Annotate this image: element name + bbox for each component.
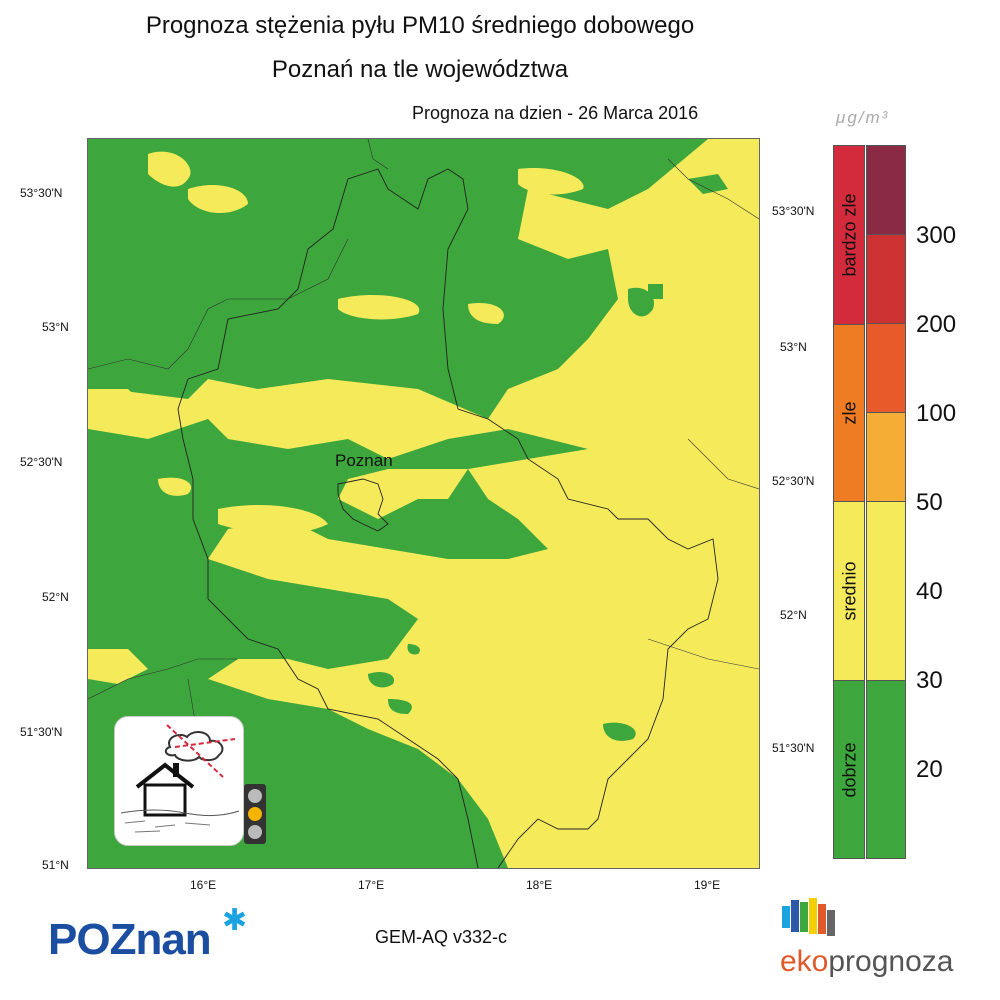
ekoprognoza-bars-icon (782, 898, 842, 943)
legend-category-average (833, 501, 865, 681)
legend-level: 30 (916, 667, 943, 694)
legend-category-label: bardzo zle (839, 193, 860, 277)
lon-tick: 19°E (694, 878, 721, 892)
legend-swatch (866, 234, 906, 324)
ekoprognoza-logo: ekoprognoza (780, 945, 954, 978)
asterisk-icon: ✱ (222, 904, 248, 937)
legend-level: 200 (916, 311, 957, 338)
lat-tick-left: 52°N (42, 590, 69, 604)
lat-tick-left: 52°30'N (20, 455, 63, 469)
lat-tick-left: 51°N (42, 858, 69, 872)
lon-tick: 16°E (190, 878, 217, 892)
legend-level: 40 (916, 578, 943, 605)
pollution-map-svg (88, 139, 759, 868)
legend-category-very-bad (833, 145, 865, 325)
map-subtitle: Poznań na tle województwa (271, 56, 569, 83)
lat-tick-left: 53°N (42, 320, 69, 334)
smog-house-icon (114, 716, 244, 846)
legend-level: 100 (916, 400, 957, 427)
lat-tick-left: 53°30'N (20, 186, 63, 200)
average-zone (88, 139, 759, 868)
lon-tick: 18°E (526, 878, 553, 892)
legend-swatch (866, 323, 906, 413)
legend-category-good (833, 680, 865, 859)
legend-swatch (866, 145, 906, 235)
legend-category-label: srednio (839, 561, 860, 621)
lat-tick-right: 52°30'N (772, 474, 815, 488)
lat-tick-right: 51°30'N (772, 741, 815, 755)
poznan-logo: POZnan (48, 915, 212, 964)
forecast-date: Prognoza na dzien - 26 Marca 2016 (412, 103, 699, 123)
legend-category-label: dobrze (839, 742, 860, 798)
legend-swatch (866, 680, 906, 859)
lat-tick-right: 53°N (780, 340, 807, 354)
voivodeship-border (177, 168, 719, 868)
traffic-light-icon (244, 784, 266, 844)
poznan-city-outline (337, 478, 389, 532)
lon-tick: 17°E (358, 878, 385, 892)
lat-tick-right: 52°N (780, 608, 807, 622)
city-label: Poznan (335, 451, 393, 470)
legend-swatch (866, 501, 906, 681)
legend-unit: μg/m³ (836, 108, 890, 127)
good-zone (368, 174, 728, 741)
lat-tick-left: 51°30'N (20, 725, 63, 739)
legend-level: 20 (916, 756, 943, 783)
map-title: Prognoza stężenia pyłu PM10 średniego do… (145, 12, 695, 39)
legend-category-bad (833, 324, 865, 502)
lat-tick-right: 53°30'N (772, 204, 815, 218)
legend-level: 50 (916, 489, 943, 516)
model-label: GEM-AQ v332-c (375, 927, 508, 947)
legend-level: 300 (916, 222, 957, 249)
legend-category-label: zle (839, 401, 860, 425)
legend-swatch (866, 412, 906, 502)
